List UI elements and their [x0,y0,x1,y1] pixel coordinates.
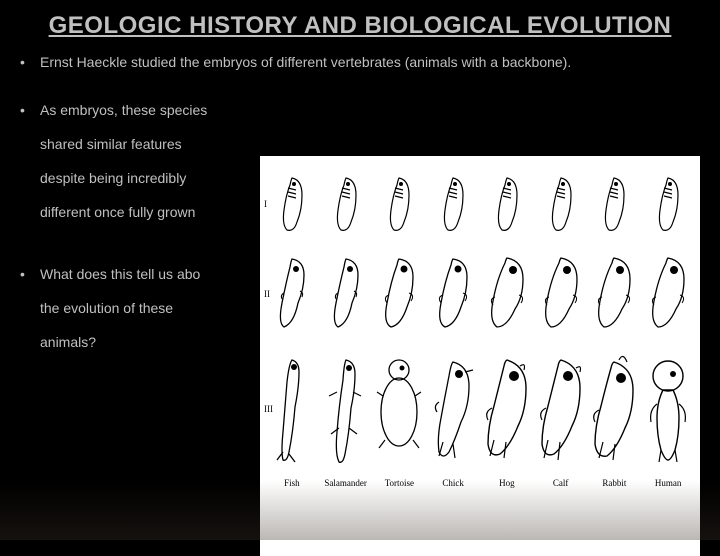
bullet-marker: • [20,52,40,72]
bullet-marker: • [20,100,40,120]
embryo-stage3-rabbit [589,344,641,474]
embryo-stage3-calf [535,344,587,474]
embryo-stage2-chick [427,248,479,340]
embryo-stage3-human [642,344,694,474]
embryo-stage2-human [642,248,694,340]
bullet-1-text: Ernst Haeckle studied the embryos of dif… [40,52,700,72]
embryo-stage3-chick [427,344,479,474]
embryo-stage1-human [642,164,694,244]
embryo-stage1-fish: I [266,164,318,244]
embryo-stage1-rabbit [589,164,641,244]
col-label-hog: Hog [481,478,533,496]
col-label-chick: Chick [427,478,479,496]
content-area: • Ernst Haeckle studied the embryos of d… [0,48,720,366]
embryo-stage3-hog [481,344,533,474]
stage-label-1: I [264,199,267,209]
embryo-stage3-salamander [320,344,372,474]
bullet-2-line: shared similar features [40,134,700,154]
col-label-calf: Calf [535,478,587,496]
embryo-stage2-hog [481,248,533,340]
embryo-stage2-rabbit [589,248,641,340]
embryo-stage2-fish: II [266,248,318,340]
col-label-salamander: Salamander [320,478,372,496]
col-label-tortoise: Tortoise [374,478,426,496]
col-label-rabbit: Rabbit [589,478,641,496]
bullet-1: • Ernst Haeckle studied the embryos of d… [20,52,700,72]
embryo-stage2-tortoise [374,248,426,340]
col-label-fish: Fish [266,478,318,496]
embryo-grid: I [266,164,694,548]
embryo-stage1-calf [535,164,587,244]
bullet-2-line: As embryos, these species [40,100,700,120]
embryo-stage2-calf [535,248,587,340]
embryo-comparison-figure: I [260,156,700,556]
embryo-stage1-hog [481,164,533,244]
col-label-human: Human [642,478,694,496]
embryo-stage1-tortoise [374,164,426,244]
embryo-stage1-salamander [320,164,372,244]
embryo-stage2-salamander [320,248,372,340]
stage-label-2: II [264,289,270,299]
stage-label-3: III [264,404,273,414]
embryo-stage3-tortoise [374,344,426,474]
embryo-stage3-fish: III [266,344,318,474]
embryo-stage1-chick [427,164,479,244]
slide-title: GEOLOGIC HISTORY AND BIOLOGICAL EVOLUTIO… [0,0,720,48]
bullet-marker: • [20,264,40,284]
